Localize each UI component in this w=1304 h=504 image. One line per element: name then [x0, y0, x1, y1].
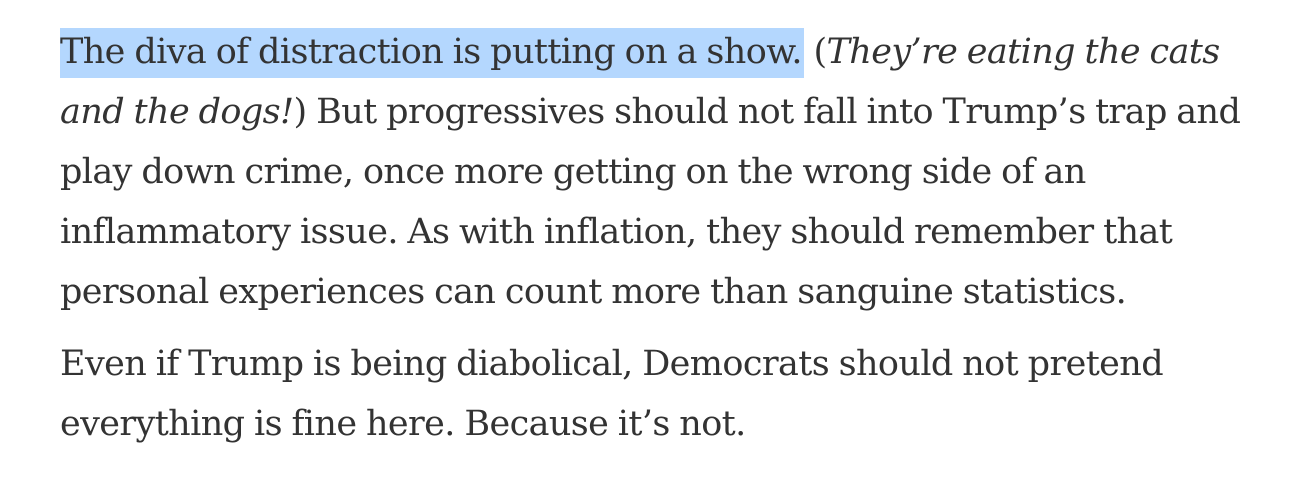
aside-quote: They’re eating the cats and the dogs! — [60, 32, 1220, 132]
paragraph-1: The diva of distraction is putting on a … — [60, 22, 1290, 322]
paragraph-2: Even if Trump is being diabolical, Democ… — [60, 344, 1164, 444]
aside-close-paren: ) — [293, 92, 308, 132]
aside-open-paren: ( — [813, 32, 827, 72]
selected-text-highlight[interactable]: The diva of distraction is putting on a … — [60, 28, 804, 78]
article-body: The diva of distraction is putting on a … — [60, 22, 1290, 454]
paragraph-1-rest: But progressives should not fall into Tr… — [60, 92, 1241, 312]
